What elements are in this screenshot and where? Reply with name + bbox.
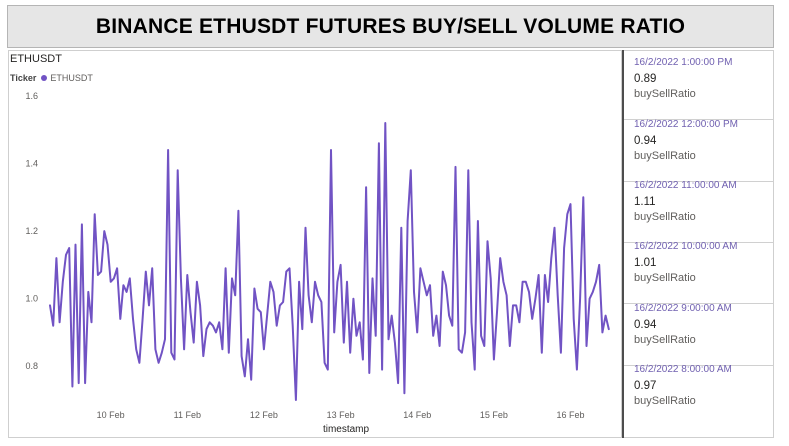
legend-marker bbox=[41, 75, 48, 81]
x-axis-title: timestamp bbox=[323, 424, 370, 435]
kpi-label: buySellRatio bbox=[634, 88, 696, 100]
kpi-label: buySellRatio bbox=[634, 334, 696, 346]
kpi-label: buySellRatio bbox=[634, 395, 696, 407]
kpi-card-list: 16/2/2022 1:00:00 PM 0.89 buySellRatio 1… bbox=[624, 50, 774, 438]
kpi-value: 0.89 bbox=[634, 73, 657, 85]
kpi-timestamp: 16/2/2022 12:00:00 PM bbox=[634, 119, 738, 130]
kpi-separator bbox=[624, 242, 774, 243]
kpi-label: buySellRatio bbox=[634, 150, 696, 162]
kpi-card[interactable]: 16/2/2022 8:00:00 AM 0.97 buySellRatio bbox=[634, 364, 774, 407]
kpi-timestamp: 16/2/2022 1:00:00 PM bbox=[634, 57, 733, 68]
kpi-timestamp: 16/2/2022 11:00:00 AM bbox=[634, 180, 737, 191]
panel-divider bbox=[622, 50, 624, 438]
dashboard-title-bar: BINANCE ETHUSDT FUTURES BUY/SELL VOLUME … bbox=[7, 5, 774, 48]
line-chart-svg[interactable]: 0.8 1.0 1.2 1.4 1.6 10 Feb 11 Feb 12 Feb 13 Feb 1… bbox=[0, 0, 622, 446]
x-tick-label: 11 Feb bbox=[174, 410, 201, 420]
y-tick-label: 1.0 bbox=[25, 294, 38, 304]
y-tick-label: 0.8 bbox=[25, 361, 38, 371]
kpi-timestamp: 16/2/2022 8:00:00 AM bbox=[634, 364, 732, 375]
kpi-value: 1.11 bbox=[634, 196, 656, 208]
y-tick-label: 1.4 bbox=[25, 159, 38, 169]
kpi-separator bbox=[624, 303, 774, 304]
chart-legend: Ticker ETHUSDT bbox=[10, 73, 93, 83]
x-tick-label: 16 Feb bbox=[556, 410, 584, 420]
kpi-value: 1.01 bbox=[634, 257, 657, 269]
kpi-separator bbox=[624, 181, 774, 182]
kpi-card[interactable]: 16/2/2022 9:00:00 AM 0.94 buySellRatio bbox=[624, 303, 774, 366]
kpi-timestamp: 16/2/2022 9:00:00 AM bbox=[634, 303, 732, 314]
legend-title: Ticker bbox=[10, 73, 37, 83]
x-tick-label: 15 Feb bbox=[480, 410, 508, 420]
dashboard-title: BINANCE ETHUSDT FUTURES BUY/SELL VOLUME … bbox=[95, 14, 686, 38]
kpi-value: 0.97 bbox=[634, 380, 657, 392]
kpi-timestamp: 16/2/2022 10:00:00 AM bbox=[634, 241, 738, 252]
x-tick-label: 10 Feb bbox=[97, 410, 125, 420]
kpi-card[interactable]: 16/2/2022 10:00:00 AM 1.01 buySellRatio bbox=[624, 241, 774, 304]
series-line-ethusdt[interactable] bbox=[49, 122, 610, 401]
x-tick-label: 12 Feb bbox=[250, 410, 278, 420]
legend-item[interactable]: ETHUSDT bbox=[50, 73, 93, 83]
kpi-card[interactable]: 16/2/2022 12:00:00 PM 0.94 buySellRatio bbox=[624, 119, 774, 182]
kpi-label: buySellRatio bbox=[634, 272, 696, 284]
y-tick-label: 1.6 bbox=[25, 91, 38, 101]
kpi-separator bbox=[624, 365, 774, 366]
y-tick-label: 1.2 bbox=[25, 226, 38, 236]
x-tick-label: 14 Feb bbox=[403, 410, 431, 420]
kpi-value: 0.94 bbox=[634, 135, 657, 147]
kpi-card[interactable]: 16/2/2022 11:00:00 AM 1.11 buySellRatio bbox=[624, 180, 774, 243]
chart-title: ETHUSDT bbox=[10, 53, 62, 65]
line-chart-panel[interactable] bbox=[8, 50, 622, 438]
kpi-separator bbox=[624, 119, 774, 120]
kpi-card[interactable]: 16/2/2022 1:00:00 PM 0.89 buySellRatio bbox=[624, 57, 774, 120]
kpi-value: 0.94 bbox=[634, 319, 657, 331]
x-tick-label: 13 Feb bbox=[327, 410, 355, 420]
kpi-label: buySellRatio bbox=[634, 211, 696, 223]
